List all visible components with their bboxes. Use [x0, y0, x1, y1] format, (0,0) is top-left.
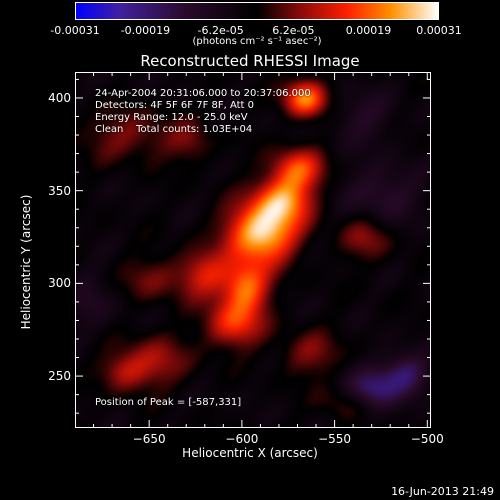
y-tick-label: 350	[48, 183, 71, 198]
annotation-peak-position: Position of Peak = [-587,331]	[95, 397, 242, 408]
colorbar-tick-label: -0.00031	[50, 24, 100, 37]
colorbar	[75, 2, 439, 20]
annotation-time-range: 24-Apr-2004 20:31:06.000 to 20:37:06.000	[95, 88, 311, 99]
annotation-clean-counts: Clean Total counts: 1.03E+04	[95, 124, 253, 135]
footer-timestamp: 16-Jun-2013 21:49	[391, 485, 494, 498]
annotation-energy-range: Energy Range: 12.0 - 25.0 keV	[95, 112, 248, 123]
x-tick-label: −550	[318, 432, 352, 446]
y-tick-label: 400	[48, 90, 71, 105]
y-axis-label: Heliocentric Y (arcsec)	[19, 194, 33, 330]
colorbar-tick-label: 0.00031	[416, 24, 462, 37]
colorbar-tick-label: -6.2e-05	[197, 24, 244, 37]
y-tick-label: 250	[48, 369, 71, 384]
colorbar-tick-label: 6.2e-05	[272, 24, 315, 37]
x-tick-label: −600	[225, 432, 259, 446]
colorbar-tick-label: 0.00019	[345, 24, 392, 37]
x-tick-label: −500	[410, 432, 444, 446]
annotation-detectors: Detectors: 4F 5F 6F 7F 8F, Att 0	[95, 100, 255, 111]
x-tick-label: −650	[132, 432, 166, 446]
chart-title: Reconstructed RHESSI Image	[140, 52, 360, 70]
x-axis-label: Heliocentric X (arcsec)	[182, 446, 318, 460]
y-tick-label: 300	[48, 276, 71, 291]
colorbar-units: (photons cm⁻² s⁻¹ asec⁻²)	[192, 36, 322, 47]
plot-area: 24-Apr-2004 20:31:06.000 to 20:37:06.000…	[75, 72, 431, 428]
colorbar-tick-label: -0.00019	[120, 24, 171, 37]
heatmap-image	[75, 72, 431, 428]
plot-frame	[75, 72, 431, 428]
colorbar-gradient	[76, 3, 438, 19]
plot-border	[75, 72, 431, 428]
